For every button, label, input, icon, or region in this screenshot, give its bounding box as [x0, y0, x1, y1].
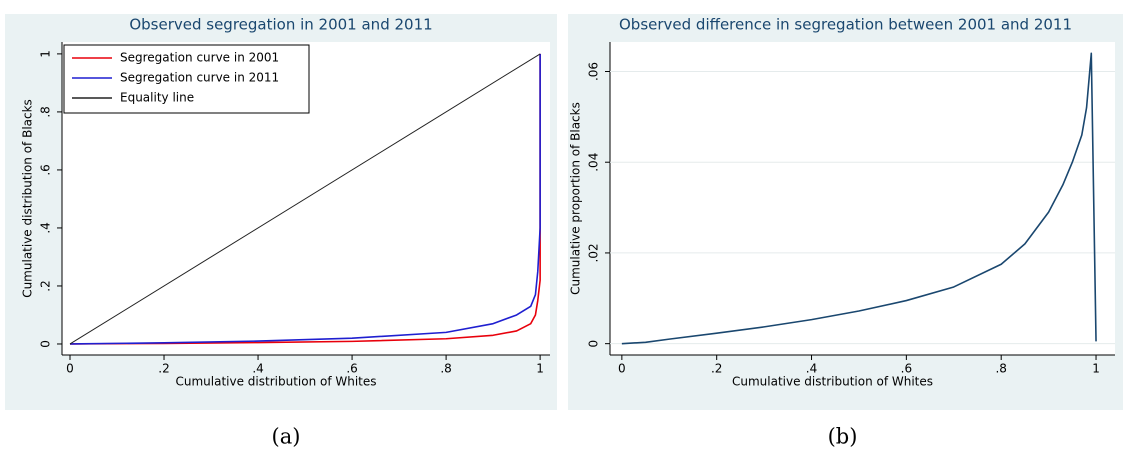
x-tick-label: .2 — [158, 362, 169, 376]
y-tick-label: .2 — [39, 280, 53, 291]
y-tick-label: 1 — [39, 50, 53, 58]
x-tick-label: 0 — [66, 362, 74, 376]
legend-label: Equality line — [120, 91, 194, 105]
x-tick-label: .8 — [440, 362, 451, 376]
y-tick-label: .02 — [587, 243, 601, 262]
x-tick-label: .8 — [995, 362, 1006, 376]
series-line — [69, 53, 541, 345]
y-tick-label: .8 — [39, 106, 53, 117]
y-tick-label: .4 — [39, 222, 53, 233]
legend-label: Segregation curve in 2011 — [120, 71, 279, 85]
y-axis-title: Cumulative distribution of Blacks — [21, 99, 35, 298]
plot-area — [610, 42, 1115, 355]
x-tick-label: 0 — [618, 362, 626, 376]
x-tick-label: .2 — [711, 362, 722, 376]
x-tick-label: .6 — [901, 362, 912, 376]
caption: (a) — [272, 425, 301, 449]
chart-title: Observed segregation in 2001 and 2011 — [129, 16, 432, 34]
legend-label: Segregation curve in 2001 — [120, 51, 279, 65]
x-tick-label: .6 — [346, 362, 357, 376]
y-axis-title: Cumulative proportion of Blacks — [569, 102, 583, 295]
y-tick-label: 0 — [39, 340, 53, 348]
x-tick-label: .4 — [806, 362, 817, 376]
series-line — [69, 53, 541, 345]
y-tick-label: .04 — [587, 153, 601, 172]
x-tick-label: 1 — [536, 362, 544, 376]
y-tick-label: 0 — [587, 340, 601, 348]
x-axis-title: Cumulative distribution of Whites — [175, 375, 376, 389]
caption: (b) — [828, 425, 858, 449]
x-tick-label: 1 — [1092, 362, 1100, 376]
series-line — [69, 53, 541, 345]
series-line — [621, 52, 1097, 345]
legend-box — [63, 44, 310, 114]
x-axis-title: Cumulative distribution of Whites — [732, 375, 933, 389]
chart-title: Observed difference in segregation betwe… — [619, 16, 1072, 34]
x-tick-label: .4 — [252, 362, 263, 376]
y-tick-label: .06 — [587, 62, 601, 81]
y-tick-label: .6 — [39, 164, 53, 175]
